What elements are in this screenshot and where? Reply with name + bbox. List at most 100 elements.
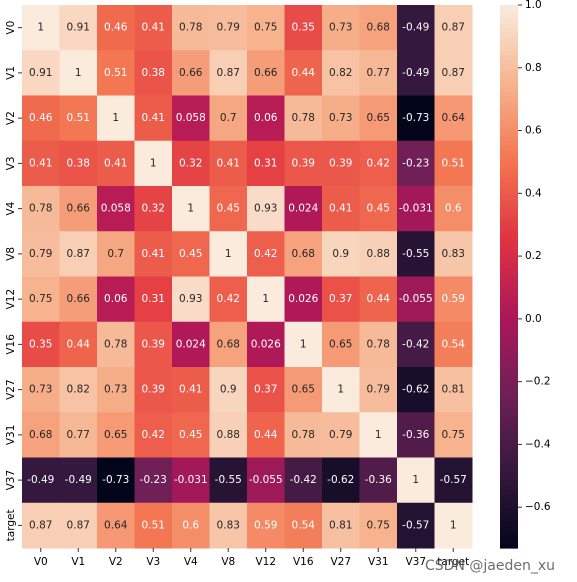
cell-label: -0.49 <box>65 474 92 486</box>
cell <box>59 50 98 96</box>
cell <box>172 231 210 277</box>
cell-label: -0.62 <box>327 474 354 486</box>
cell-label: 0.024 <box>176 338 206 350</box>
cell-label: 0.41 <box>217 157 240 169</box>
cell <box>22 276 60 323</box>
cell-label: 0.31 <box>142 293 165 305</box>
colorbar-segment <box>500 294 518 300</box>
cell <box>209 95 248 142</box>
x-tick-label: V0 <box>34 556 48 568</box>
cell <box>22 95 60 142</box>
cell-label: 0.79 <box>217 22 240 34</box>
cell-label: 0.59 <box>442 293 465 305</box>
colorbar-segment <box>500 240 518 246</box>
cell-label: 1 <box>225 248 232 260</box>
colorbar-segment <box>500 9 518 15</box>
colorbar-segment <box>500 484 518 490</box>
cell <box>284 5 323 51</box>
cell <box>247 231 285 277</box>
cell <box>284 50 323 96</box>
cell-label: 0.68 <box>29 429 52 441</box>
cell-label: 0.41 <box>329 203 352 215</box>
colorbar-segment <box>500 326 518 332</box>
cell-label: 0.66 <box>67 293 91 305</box>
colorbar-segment <box>500 23 518 29</box>
colorbar-tick-label: 0.0 <box>525 313 542 325</box>
cell-label: 0.75 <box>29 293 52 305</box>
cell-label: 0.54 <box>292 519 316 531</box>
cell <box>322 276 360 323</box>
colorbar-segment <box>500 321 518 327</box>
cell <box>172 50 210 96</box>
cell-label: 0.87 <box>29 519 52 531</box>
watermark: CSDN @jaeden_xu <box>425 558 555 574</box>
cell <box>209 276 248 323</box>
cell-label: 1 <box>375 429 382 441</box>
cell-label: 0.44 <box>367 293 391 305</box>
colorbar-segment <box>500 217 518 223</box>
colorbar-tick-label: 0.6 <box>525 125 542 137</box>
colorbar-segment <box>500 308 518 314</box>
cell <box>22 321 60 368</box>
cell <box>434 502 473 549</box>
cell-label: -0.055 <box>399 293 433 305</box>
cell-label: 0.87 <box>217 67 240 79</box>
colorbar-segment <box>500 186 518 192</box>
cell <box>397 50 435 96</box>
cell <box>22 412 60 458</box>
cell <box>397 412 435 458</box>
colorbar-tick-label: 0.4 <box>525 187 542 199</box>
cell <box>134 321 173 368</box>
cell <box>247 5 285 51</box>
cell-label: 1 <box>262 293 269 305</box>
cell-label: 0.88 <box>367 248 390 260</box>
colorbar-segment <box>500 204 518 210</box>
cell-label: 0.41 <box>179 384 202 396</box>
cell-label: 1 <box>75 67 82 79</box>
colorbar-segment <box>500 199 518 205</box>
cell-label: 0.9 <box>332 248 349 260</box>
y-tick-label: V31 <box>5 425 17 446</box>
cell <box>209 457 248 504</box>
cell-label: 0.78 <box>292 429 315 441</box>
cell-label: 0.91 <box>67 22 90 34</box>
colorbar-segment <box>500 462 518 468</box>
cell <box>322 50 360 96</box>
colorbar-segment <box>500 412 518 418</box>
cell-label: 0.64 <box>104 519 128 531</box>
cell-label: -0.23 <box>140 474 167 486</box>
cell <box>434 457 473 504</box>
x-tick-label: V3 <box>146 556 160 568</box>
colorbar-segment <box>500 403 518 409</box>
cell <box>359 186 398 232</box>
colorbar-segment <box>500 290 518 296</box>
colorbar-segment <box>500 50 518 56</box>
cell <box>97 5 135 51</box>
colorbar-segment <box>500 543 518 549</box>
colorbar-segment <box>500 109 518 115</box>
cell <box>59 502 98 549</box>
colorbar-segment <box>500 222 518 228</box>
colorbar-segment <box>500 416 518 422</box>
cell-label: 1 <box>187 203 194 215</box>
colorbar-segment <box>500 439 518 445</box>
cell-label: 0.87 <box>67 519 90 531</box>
cell-label: 0.024 <box>288 203 318 215</box>
colorbar-segment <box>500 267 518 273</box>
cell <box>97 321 135 368</box>
cell-label: -0.49 <box>27 474 54 486</box>
cell-label: 1 <box>300 338 307 350</box>
colorbar-tick-label: 0.2 <box>525 250 542 262</box>
cell <box>434 412 473 458</box>
cell <box>172 457 210 504</box>
colorbar-tick-label: −0.2 <box>525 376 551 388</box>
cell-label: 0.058 <box>101 203 131 215</box>
colorbar-segment <box>500 285 518 291</box>
colorbar-segment <box>500 538 518 545</box>
colorbar-segment <box>500 41 518 47</box>
cell <box>359 231 398 277</box>
y-tick-label: V37 <box>5 470 17 491</box>
cell <box>209 367 248 413</box>
cell <box>359 50 398 96</box>
cell-label: 0.73 <box>329 112 352 124</box>
